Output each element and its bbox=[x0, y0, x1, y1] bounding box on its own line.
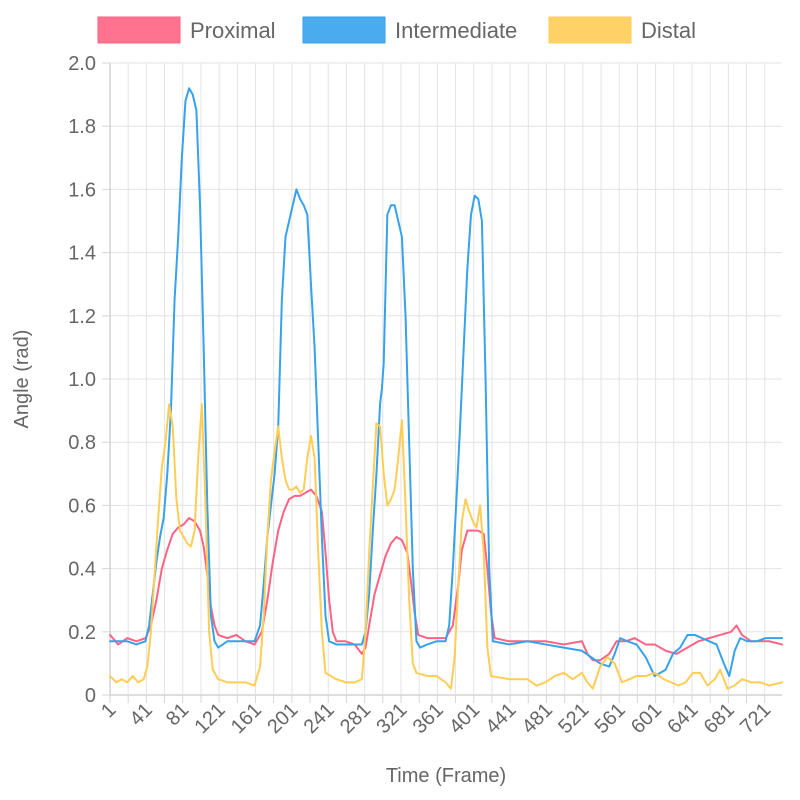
x-tick-label: 201 bbox=[263, 699, 302, 738]
legend-swatch bbox=[302, 16, 386, 44]
x-axis-title: Time (Frame) bbox=[386, 765, 506, 787]
series-group bbox=[109, 87, 783, 690]
legend-item-intermediate[interactable]: Intermediate bbox=[302, 16, 517, 44]
x-tick-label: 521 bbox=[554, 699, 593, 738]
x-tick-label: 121 bbox=[190, 699, 229, 738]
grid bbox=[109, 62, 782, 696]
x-tick-label: 641 bbox=[663, 699, 702, 738]
y-tick-label: 0.6 bbox=[68, 495, 96, 517]
legend-swatch bbox=[97, 16, 181, 44]
x-tick-label: 161 bbox=[227, 699, 266, 738]
y-tick-label: 2.0 bbox=[68, 53, 96, 75]
y-tick-label: 1.0 bbox=[68, 369, 96, 391]
y-axis-title: Angle (rad) bbox=[11, 330, 33, 429]
y-tick-label: 0.8 bbox=[68, 432, 96, 454]
x-tick-label: 321 bbox=[372, 699, 411, 738]
series-line-intermediate bbox=[109, 87, 783, 678]
x-tick-label: 281 bbox=[336, 699, 375, 738]
y-tick-label: 0.2 bbox=[68, 622, 96, 644]
legend-label: Proximal bbox=[190, 18, 276, 43]
y-tick-label: 1.2 bbox=[68, 306, 96, 328]
series-line-proximal bbox=[109, 488, 783, 662]
x-tick-label: 601 bbox=[627, 699, 666, 738]
x-tick-label: 1 bbox=[97, 699, 120, 722]
y-tick-label: 1.8 bbox=[68, 116, 96, 138]
series-line-distal bbox=[109, 403, 783, 690]
y-tick-label: 1.4 bbox=[68, 243, 96, 265]
x-tick-label: 241 bbox=[300, 699, 339, 738]
x-tick-label: 721 bbox=[736, 699, 775, 738]
x-tick-label: 401 bbox=[445, 699, 484, 738]
legend: Proximal Intermediate Distal bbox=[97, 16, 696, 44]
y-tick-label: 0.4 bbox=[68, 559, 96, 581]
x-tick-label: 81 bbox=[162, 699, 193, 730]
x-tick-label: 361 bbox=[409, 699, 448, 738]
x-tick-label: 441 bbox=[481, 699, 520, 738]
y-tick-label: 0 bbox=[85, 685, 96, 707]
x-tick-label: 561 bbox=[591, 699, 630, 738]
legend-label: Intermediate bbox=[395, 18, 517, 43]
y-tick-label: 1.6 bbox=[68, 179, 96, 201]
x-tick-label: 681 bbox=[700, 699, 739, 738]
x-tick-label: 41 bbox=[126, 699, 157, 730]
legend-item-proximal[interactable]: Proximal bbox=[97, 16, 276, 44]
legend-swatch bbox=[548, 16, 632, 44]
x-tick-label: 481 bbox=[518, 699, 557, 738]
legend-label: Distal bbox=[641, 18, 696, 43]
legend-item-distal[interactable]: Distal bbox=[548, 16, 696, 44]
